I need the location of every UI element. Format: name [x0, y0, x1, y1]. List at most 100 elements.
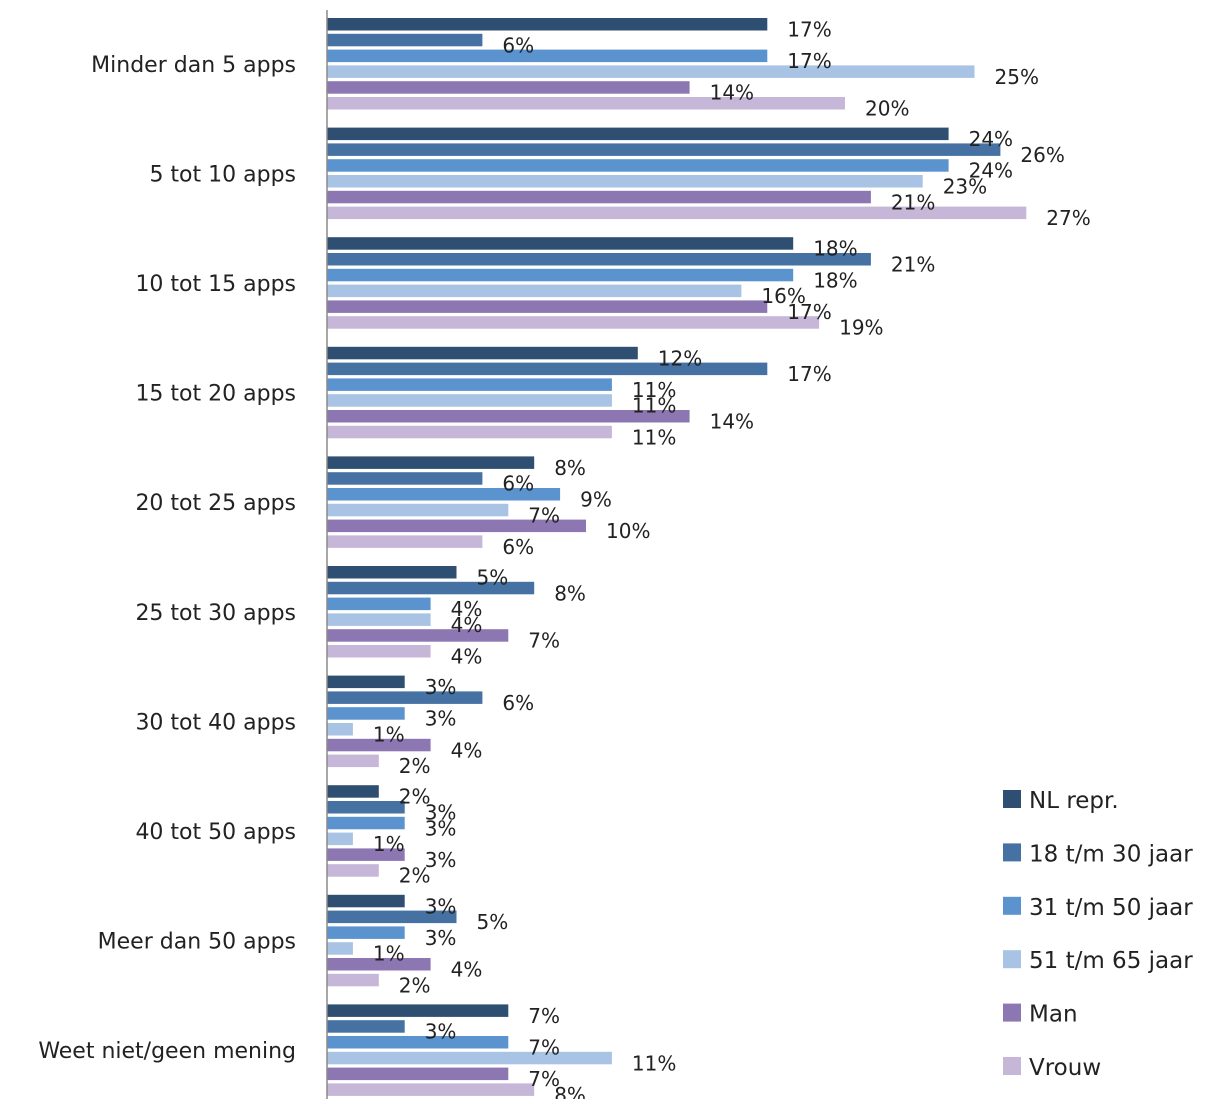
legend-label: Man: [1029, 1002, 1078, 1028]
category-label: 5 tot 10 apps: [149, 162, 296, 187]
bar: [327, 566, 457, 579]
value-label: 2%: [399, 864, 431, 888]
value-label: 8%: [554, 1083, 586, 1099]
value-labels-layer: 17%6%17%25%14%20%24%26%24%23%21%27%18%21…: [373, 18, 1091, 1104]
value-label: 7%: [528, 503, 560, 527]
value-label: 11%: [632, 378, 676, 402]
value-label: 4%: [451, 738, 483, 762]
bar: [327, 127, 949, 141]
value-label: 1%: [373, 723, 405, 747]
value-label: 8%: [554, 456, 586, 480]
value-label: 6%: [502, 691, 534, 715]
value-label: 4%: [451, 958, 483, 982]
bar: [327, 597, 431, 611]
bar: [327, 503, 509, 517]
bar: [327, 1004, 509, 1017]
value-label: 24%: [969, 127, 1013, 151]
value-label: 27%: [1046, 206, 1090, 230]
value-label: 11%: [632, 1051, 676, 1075]
bar: [327, 190, 871, 204]
bar: [327, 159, 949, 172]
legend-label: NL repr.: [1029, 788, 1119, 814]
value-label: 21%: [891, 253, 935, 277]
bar: [327, 456, 535, 469]
category-label: Weet niet/geen mening: [38, 1039, 296, 1064]
bar: [327, 1020, 405, 1033]
value-label: 7%: [528, 1036, 560, 1060]
legend-swatch: [1003, 950, 1021, 969]
value-label: 12%: [658, 346, 702, 370]
value-label: 1%: [373, 832, 405, 856]
value-label: 4%: [451, 645, 483, 669]
value-label: 25%: [995, 65, 1039, 89]
bar: [327, 958, 431, 971]
value-label: 11%: [632, 425, 676, 449]
bar: [327, 926, 405, 939]
value-label: 2%: [399, 973, 431, 997]
bar: [327, 645, 431, 658]
value-label: 14%: [710, 410, 754, 434]
bar: [327, 81, 690, 94]
value-label: 24%: [969, 159, 1013, 183]
bar: [327, 346, 638, 360]
bar: [327, 910, 457, 924]
bar: [327, 410, 690, 423]
legend-swatch: [1003, 843, 1021, 862]
category-label: Meer dan 50 apps: [98, 930, 296, 955]
bar: [327, 816, 405, 830]
bar: [327, 488, 561, 501]
bar: [327, 300, 768, 313]
value-label: 3%: [425, 926, 457, 950]
legend-swatch: [1003, 1003, 1021, 1022]
value-label: 17%: [787, 18, 831, 42]
bar: [327, 629, 509, 642]
bar: [327, 675, 405, 689]
value-label: 17%: [787, 49, 831, 73]
category-label: 30 tot 40 apps: [135, 710, 296, 735]
bar: [327, 723, 353, 736]
bar: [327, 33, 483, 47]
bar: [327, 973, 379, 987]
bar: [327, 1067, 509, 1081]
bar: [327, 942, 353, 955]
value-label: 18%: [813, 237, 857, 261]
bar: [327, 1036, 509, 1049]
value-label: 9%: [580, 488, 612, 512]
value-label: 7%: [528, 1067, 560, 1091]
bar: [327, 707, 405, 720]
bar: [327, 49, 768, 63]
bar: [327, 425, 612, 439]
bar: [327, 801, 405, 814]
bar: [327, 316, 820, 329]
bar: [327, 754, 379, 768]
bar: [327, 519, 586, 533]
legend-label: 18 t/m 30 jaar: [1029, 841, 1193, 867]
bar: [327, 832, 353, 846]
legend-swatch: [1003, 790, 1021, 808]
bar: [327, 253, 871, 266]
value-label: 1%: [373, 942, 405, 966]
bar: [327, 1051, 612, 1065]
value-label: 3%: [425, 707, 457, 731]
bar: [327, 848, 405, 861]
value-label: 5%: [477, 910, 509, 934]
value-label: 11%: [632, 394, 676, 418]
value-label: 20%: [865, 97, 909, 121]
value-label: 3%: [425, 848, 457, 872]
bar: [327, 738, 431, 752]
legend-label: 51 t/m 65 jaar: [1029, 948, 1193, 974]
value-label: 21%: [891, 190, 935, 214]
value-label: 3%: [425, 816, 457, 840]
value-label: 7%: [528, 1004, 560, 1028]
category-label: 10 tot 15 apps: [135, 272, 296, 297]
value-label: 6%: [502, 535, 534, 559]
bar: [327, 785, 379, 798]
value-label: 3%: [425, 1020, 457, 1044]
legend-swatch: [1003, 1057, 1021, 1075]
category-label: 40 tot 50 apps: [135, 820, 296, 845]
value-label: 26%: [1020, 143, 1064, 167]
category-label: 20 tot 25 apps: [135, 491, 296, 516]
bar: [327, 18, 768, 31]
